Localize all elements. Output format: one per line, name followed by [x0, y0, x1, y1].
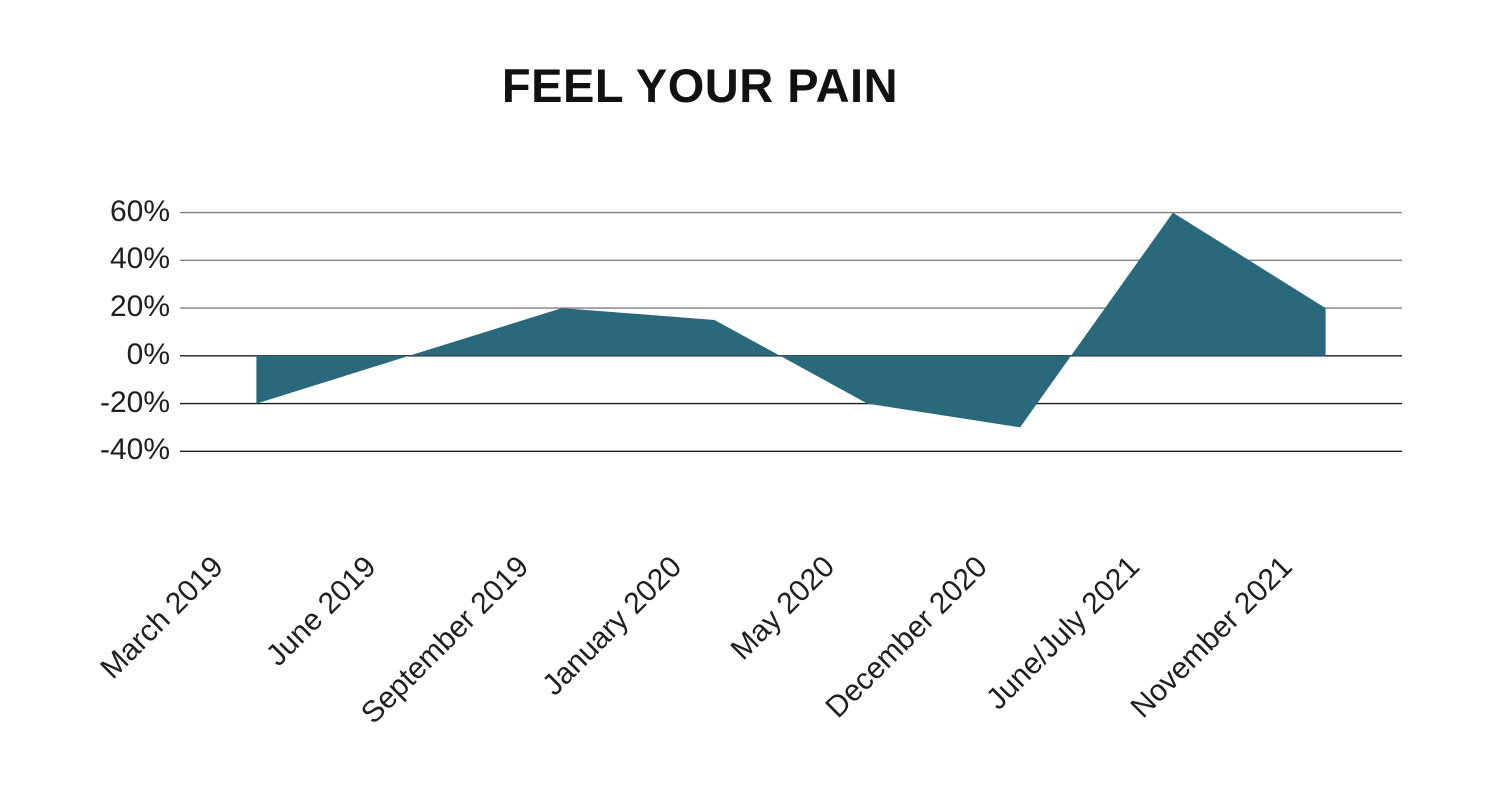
area-series — [256, 212, 1326, 428]
area-series-group — [256, 212, 1326, 428]
y-tick-label: -20% — [99, 385, 170, 419]
y-tick-label: -40% — [99, 433, 170, 467]
y-tick-label: 40% — [109, 242, 170, 276]
y-tick-label: 20% — [109, 290, 170, 324]
y-tick-label: 60% — [109, 194, 170, 228]
chart-title: FEEL YOUR PAIN — [501, 59, 899, 112]
y-tick-label: 0% — [126, 337, 170, 371]
